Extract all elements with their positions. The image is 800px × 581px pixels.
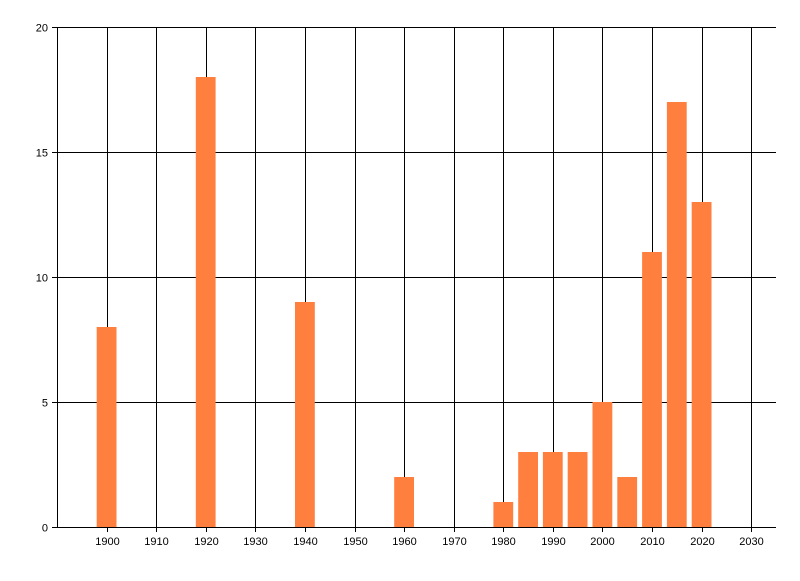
y-tick-label-15: 15 (36, 148, 48, 160)
tick-labels: 0 5 10 15 20 1900 1910 1920 1930 1940 1950 1960 1970… (36, 23, 764, 549)
y-tick-label-10: 10 (36, 273, 48, 285)
x-tick-label-1970: 1970 (442, 536, 466, 548)
bar-1990 (542, 452, 563, 527)
bar-1995 (567, 452, 588, 527)
y-tick-label-5: 5 (42, 398, 48, 410)
x-tick-label-1920: 1920 (194, 536, 218, 548)
y-tick-label-20: 20 (36, 23, 48, 35)
x-tick-label-1950: 1950 (343, 536, 367, 548)
bar-2010 (642, 252, 662, 527)
x-tick-label-1940: 1940 (293, 536, 317, 548)
x-tick-label-2020: 2020 (690, 536, 714, 548)
x-tick-label-2000: 2000 (590, 536, 614, 548)
axes (52, 27, 776, 532)
bar-2000 (592, 402, 613, 527)
bar-1900 (96, 327, 117, 527)
x-tick-label-1980: 1980 (491, 536, 515, 548)
bar-2015 (666, 102, 687, 527)
y-tick-label-0: 0 (42, 523, 48, 535)
x-tick-label-2030: 2030 (739, 536, 763, 548)
bar-1920 (195, 77, 216, 527)
bar-2020 (691, 202, 712, 527)
x-tick-label-1910: 1910 (144, 536, 168, 548)
x-tick-label-1990: 1990 (541, 536, 565, 548)
bar-1980 (493, 502, 514, 527)
bar-1960 (394, 477, 414, 527)
bar-2005 (617, 477, 638, 527)
x-tick-label-1900: 1900 (95, 536, 119, 548)
bars (96, 77, 712, 527)
x-tick-label-1930: 1930 (243, 536, 267, 548)
x-tick-label-2010: 2010 (640, 536, 664, 548)
x-tick-label-1960: 1960 (392, 536, 416, 548)
bar-1940 (295, 302, 315, 527)
bar-1985 (518, 452, 538, 527)
